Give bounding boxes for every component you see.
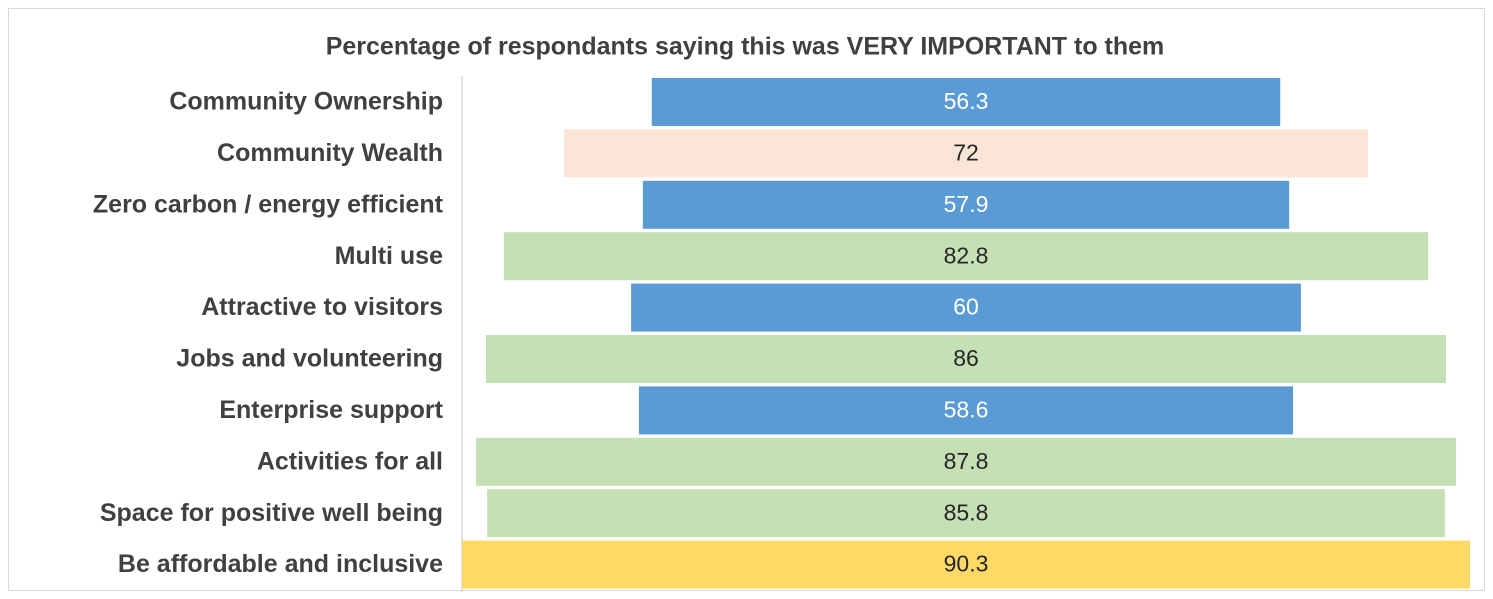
data-label: 82.8 [944,242,989,268]
data-label: 90.3 [944,551,989,577]
category-label: Be affordable and inclusive [118,550,443,578]
data-label: 85.8 [944,499,989,525]
category-label: Enterprise support [219,396,443,424]
bar [486,335,1446,383]
bar [631,283,1301,332]
bar [638,386,1294,435]
bar [642,180,1290,229]
category-label: Attractive to visitors [201,293,443,321]
data-label: 60 [953,294,979,320]
bar [475,437,1457,486]
category-label: Community Ownership [169,88,443,116]
category-label: Community Wealth [217,139,443,167]
bar [651,78,1281,126]
data-label: 56.3 [944,88,989,114]
bar [487,489,1445,538]
category-label: Activities for all [257,447,443,475]
bar [503,232,1429,281]
category-label: Jobs and volunteering [176,345,443,373]
chart-title: Percentage of respondants saying this wa… [326,33,1165,61]
data-label: 58.6 [944,396,989,422]
data-label: 86 [953,345,979,371]
data-label: 57.9 [944,191,989,217]
data-label: 87.8 [944,448,989,474]
data-label: 72 [953,139,979,165]
category-label: Multi use [335,242,443,270]
bar [564,129,1368,178]
bar [462,540,1470,589]
category-label: Zero carbon / energy efficient [93,190,444,218]
category-label: Space for positive well being [100,499,443,527]
